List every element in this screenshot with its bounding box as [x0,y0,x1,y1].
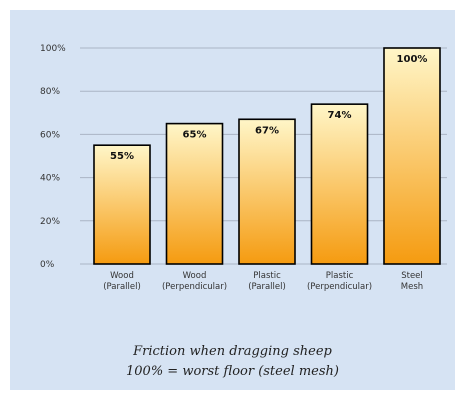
category-label: Plastic [326,271,354,281]
category-label: (Parallel) [248,282,286,292]
bar-value-label: 74% [328,110,352,121]
y-tick-label: 0% [40,260,55,270]
category-label: Plastic [253,271,281,281]
y-axis-tick-labels: 0% 20% 40% 60% 80% 100% [40,44,66,270]
chart-panel: 0% 20% 40% 60% 80% 100% 55% 65% 67% 74% 100% Wood… [10,10,455,390]
bar-value-label: 55% [110,151,134,162]
caption-line-2: 100% = worst floor (steel mesh) [126,364,339,379]
bar-value-label: 100% [397,54,428,65]
x-axis-category-labels: Wood(Parallel)Wood(Perpendicular)Plastic… [103,271,423,292]
category-label: (Parallel) [103,282,141,292]
data-labels: 55% 65% 67% 74% 100% [110,54,427,162]
category-label: Wood [183,271,207,281]
bar-value-label: 67% [255,125,279,136]
caption-line-1: Friction when dragging sheep [133,344,332,359]
category-label: Wood [110,271,134,281]
bar [165,122,224,265]
friction-bar-chart: 0% 20% 40% 60% 80% 100% 55% 65% 67% 74% 100% Wood… [40,44,447,292]
bar [383,47,441,265]
category-label: Steel [401,271,423,281]
category-label: (Perpendicular) [307,282,372,292]
y-tick-label: 20% [40,217,60,227]
category-label: Mesh [401,282,423,292]
bar [93,144,151,265]
y-tick-label: 60% [40,130,60,140]
bar [238,118,296,265]
bar [310,103,369,265]
bars [93,47,441,265]
y-tick-label: 80% [40,87,60,97]
category-label: (Perpendicular) [162,282,227,292]
y-tick-label: 40% [40,174,60,184]
y-tick-label: 100% [40,44,66,54]
bar-value-label: 65% [183,130,207,141]
